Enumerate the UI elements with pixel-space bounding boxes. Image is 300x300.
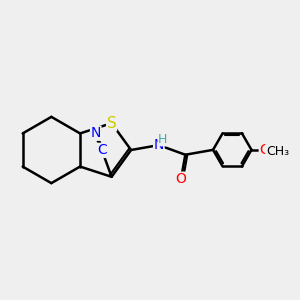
Text: CH₃: CH₃	[266, 145, 289, 158]
Text: N: N	[91, 126, 101, 140]
Text: C: C	[97, 143, 107, 157]
Text: S: S	[107, 116, 116, 131]
Text: O: O	[176, 172, 186, 186]
Text: N: N	[154, 138, 164, 152]
Text: O: O	[259, 143, 270, 157]
Text: H: H	[158, 133, 167, 146]
